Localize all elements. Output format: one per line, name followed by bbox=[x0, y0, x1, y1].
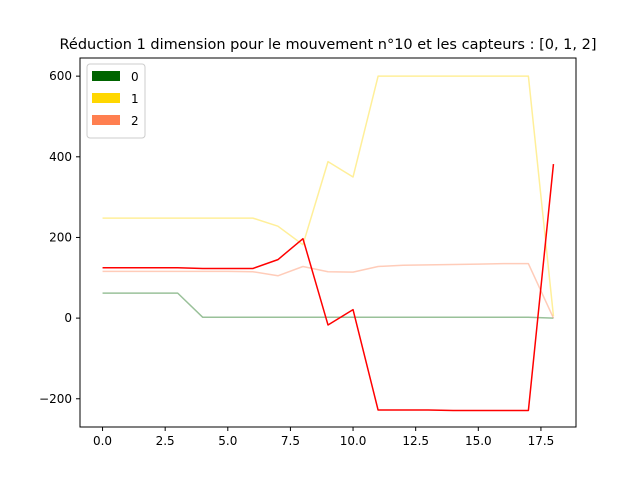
legend-label-1: 1 bbox=[131, 92, 139, 106]
series-line-0 bbox=[102, 292, 554, 319]
x-tick-label: 0.0 bbox=[93, 434, 112, 448]
series-layer bbox=[102, 75, 555, 412]
y-axis: −200 0 200 400 600 bbox=[39, 69, 80, 406]
series-line-combined bbox=[102, 163, 555, 412]
y-tick-label: 200 bbox=[49, 230, 72, 244]
series-line-2 bbox=[102, 262, 555, 319]
series-line-1 bbox=[102, 75, 555, 317]
x-tick-label: 15.0 bbox=[465, 434, 492, 448]
x-tick-label: 17.5 bbox=[528, 434, 555, 448]
legend-label-2: 2 bbox=[131, 114, 139, 128]
x-tick-label: 2.5 bbox=[156, 434, 175, 448]
legend-swatch-2 bbox=[92, 115, 120, 125]
y-tick-label: 600 bbox=[49, 69, 72, 83]
x-axis: 0.0 2.5 5.0 7.5 10.0 12.5 15.0 17.5 bbox=[93, 427, 554, 448]
legend-label-0: 0 bbox=[131, 70, 139, 84]
y-tick-label: −200 bbox=[39, 392, 72, 406]
chart-title: Réduction 1 dimension pour le mouvement … bbox=[60, 37, 597, 53]
legend: 0 1 2 bbox=[86, 63, 146, 139]
legend-swatch-1 bbox=[92, 93, 120, 103]
legend-swatch-0 bbox=[92, 71, 120, 81]
y-tick-label: 0 bbox=[64, 311, 72, 325]
x-tick-label: 10.0 bbox=[340, 434, 367, 448]
x-tick-label: 5.0 bbox=[218, 434, 237, 448]
y-tick-label: 400 bbox=[49, 150, 72, 164]
plot-frame bbox=[79, 57, 577, 428]
x-tick-label: 7.5 bbox=[281, 434, 300, 448]
x-tick-label: 12.5 bbox=[402, 434, 429, 448]
